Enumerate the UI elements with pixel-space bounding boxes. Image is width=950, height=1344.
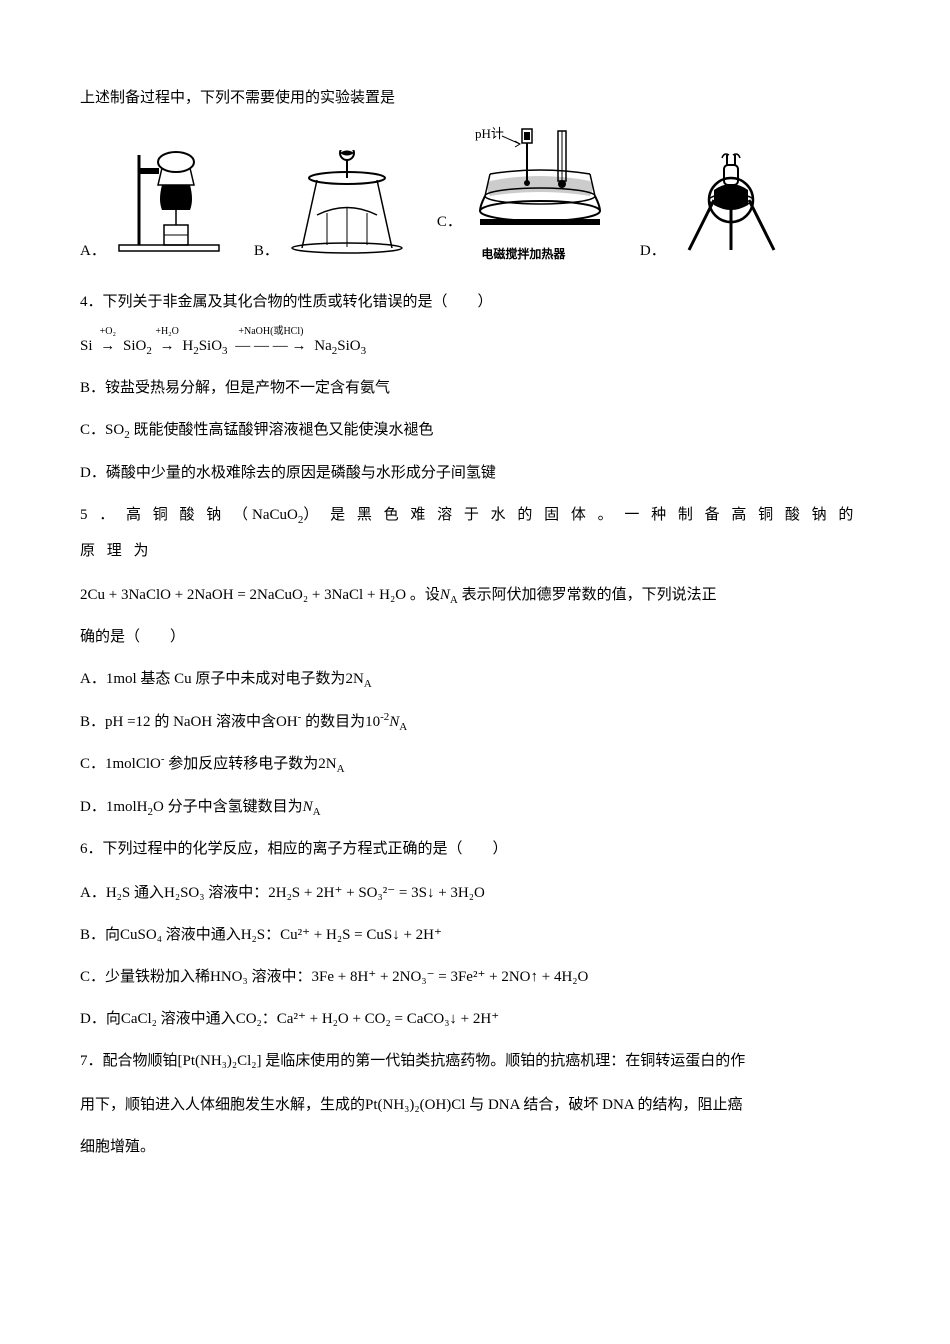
opt-c-caption: 电磁搅拌加热器 bbox=[481, 240, 565, 269]
q7-line3: 细胞增殖。 bbox=[80, 1129, 870, 1165]
q3-option-b: B． bbox=[254, 150, 407, 269]
q5-stem: 5 ． 高 铜 酸 钠 （NaCuO2） 是 黑 色 难 溶 于 水 的 固 体… bbox=[80, 497, 870, 569]
q3-option-c: C． pH计 bbox=[437, 126, 610, 269]
q4-option-d: D．磷酸中少量的水极难除去的原因是磷酸与水形成分子间氢键 bbox=[80, 455, 870, 491]
q6-stem: 6．下列过程中的化学反应，相应的离子方程式正确的是（ ） bbox=[80, 831, 870, 867]
q5-equation: 2Cu + 3NaClO + 2NaOH = 2NaCuO₂ + 3NaCl +… bbox=[80, 577, 870, 613]
ph-meter-label: pH计 bbox=[475, 126, 504, 141]
q3-intro: 上述制备过程中，下列不需要使用的实验装置是 bbox=[80, 80, 870, 116]
q5-option-d: D．1molH2O 分子中含氢键数目为NA bbox=[80, 789, 870, 825]
q4-option-b: B．铵盐受热易分解，但是产物不一定含有氨气 bbox=[80, 370, 870, 406]
q5-stem-end: 确的是（ ） bbox=[80, 619, 870, 655]
apparatus-c-icon: pH计 bbox=[470, 126, 610, 240]
q5-option-b: B．pH =12 的 NaOH 溶液中含OH- 的数目为10-2NA bbox=[80, 704, 870, 740]
q6-option-a: A．H₂S 通入H₂SO₃ 溶液中：2H₂S + 2H⁺ + SO₃²⁻ = 3… bbox=[80, 875, 870, 911]
q6-option-b: B．向CuSO₄ 溶液中通入H₂S：Cu²⁺ + H₂S = CuS↓ + 2H… bbox=[80, 917, 870, 953]
apparatus-b-icon bbox=[287, 150, 407, 269]
opt-a-label: A． bbox=[80, 233, 106, 269]
q3-option-d: D． bbox=[640, 150, 789, 269]
opt-c-label: C． bbox=[437, 204, 462, 240]
q4-option-a: Si +O₂→ SiO2 +H₂O→ H2SiO3 +NaOH(或HCl)— —… bbox=[80, 328, 870, 364]
q5-option-a: A．1mol 基态 Cu 原子中未成对电子数为2NA bbox=[80, 661, 870, 697]
q6-option-c: C．少量铁粉加入稀HNO₃ 溶液中：3Fe + 8H⁺ + 2NO₃⁻ = 3F… bbox=[80, 959, 870, 995]
q7-line1: 7．配合物顺铂[Pt(NH₃)₂Cl₂] 是临床使用的第一代铂类抗癌药物。顺铂的… bbox=[80, 1043, 870, 1079]
q3-option-a: A． bbox=[80, 150, 224, 269]
q6-option-d: D．向CaCl₂ 溶液中通入CO₂：Ca²⁺ + H₂O + CO₂ = CaC… bbox=[80, 1001, 870, 1037]
apparatus-d-icon bbox=[674, 150, 789, 269]
q4-option-c: C．SO2 既能使酸性高锰酸钾溶液褪色又能使溴水褪色 bbox=[80, 412, 870, 448]
q7-line2: 用下，顺铂进入人体细胞发生水解，生成的Pt(NH₃)₂(OH)Cl 与 DNA … bbox=[80, 1087, 870, 1123]
q4-stem: 4．下列关于非金属及其化合物的性质或转化错误的是（ ） bbox=[80, 284, 870, 320]
apparatus-a-icon bbox=[114, 150, 224, 269]
q5-option-c: C．1molClO- 参加反应转移电子数为2NA bbox=[80, 746, 870, 782]
opt-d-label: D． bbox=[640, 233, 666, 269]
q3-options: A． B． bbox=[80, 126, 870, 269]
opt-b-label: B． bbox=[254, 233, 279, 269]
